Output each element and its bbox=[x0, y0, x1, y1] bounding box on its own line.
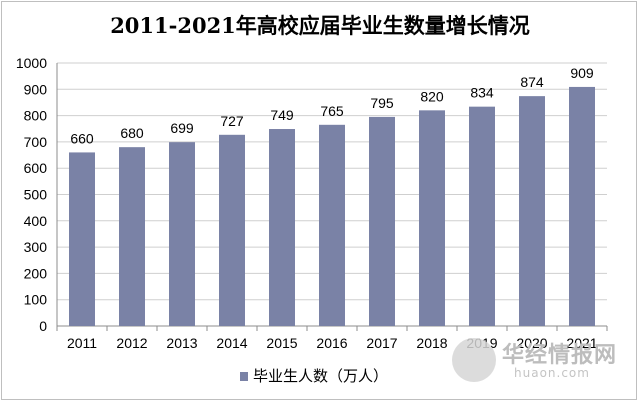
x-tick-label: 2021 bbox=[566, 335, 597, 351]
bar-2017 bbox=[369, 116, 395, 326]
x-tick-label: 2020 bbox=[516, 335, 547, 351]
x-tick-label: 2014 bbox=[216, 335, 247, 351]
y-tick-label: 900 bbox=[24, 81, 48, 97]
x-tick-label: 2011 bbox=[67, 335, 97, 351]
data-label: 820 bbox=[420, 88, 444, 104]
y-tick-label: 300 bbox=[24, 239, 48, 255]
y-tick-label: 400 bbox=[24, 213, 48, 229]
watermark-url: huaon.com bbox=[514, 366, 590, 380]
chart-title: 2011-2021年高校应届毕业生数量增长情况 bbox=[110, 13, 530, 38]
data-label: 765 bbox=[320, 103, 344, 119]
data-label: 699 bbox=[170, 120, 194, 136]
data-label: 874 bbox=[520, 74, 544, 90]
data-label: 727 bbox=[220, 113, 244, 129]
bar-2019 bbox=[469, 106, 495, 327]
data-label: 749 bbox=[270, 107, 294, 123]
x-tick-label: 2013 bbox=[166, 335, 197, 351]
bar-2011 bbox=[69, 152, 95, 326]
bar-2020 bbox=[519, 96, 545, 326]
y-tick-label: 0 bbox=[39, 318, 47, 334]
bar-2021 bbox=[569, 86, 595, 326]
x-tick-label: 2012 bbox=[116, 335, 147, 351]
bar-2013 bbox=[169, 142, 195, 326]
bar-2018 bbox=[419, 110, 445, 326]
y-tick-label: 600 bbox=[24, 160, 48, 176]
x-tick-label: 2016 bbox=[316, 335, 347, 351]
watermark: 华经情报网 huaon.com bbox=[452, 336, 632, 386]
legend-swatch bbox=[240, 372, 248, 381]
y-tick-label: 800 bbox=[24, 108, 48, 124]
watermark-text: 华经情报网 bbox=[502, 343, 618, 368]
x-tick-label: 2017 bbox=[366, 335, 397, 351]
y-tick-label: 1000 bbox=[16, 55, 47, 71]
y-tick-label: 700 bbox=[24, 134, 48, 150]
data-label: 909 bbox=[570, 65, 594, 81]
watermark-logo-icon bbox=[452, 338, 496, 382]
x-tick-label: 2018 bbox=[416, 335, 447, 351]
bar-2012 bbox=[119, 147, 145, 326]
x-tick-label: 2015 bbox=[266, 335, 297, 351]
data-label: 680 bbox=[120, 125, 144, 141]
bar-2015 bbox=[269, 129, 295, 326]
y-tick-label: 100 bbox=[24, 292, 48, 308]
data-label: 660 bbox=[70, 130, 94, 146]
legend-label: 毕业生人数（万人） bbox=[253, 368, 388, 385]
bar-2014 bbox=[219, 134, 245, 326]
bar-2016 bbox=[319, 124, 345, 327]
data-label: 795 bbox=[370, 95, 394, 111]
data-label: 834 bbox=[470, 85, 494, 101]
y-tick-label: 500 bbox=[24, 187, 48, 203]
y-tick-label: 200 bbox=[24, 265, 48, 281]
